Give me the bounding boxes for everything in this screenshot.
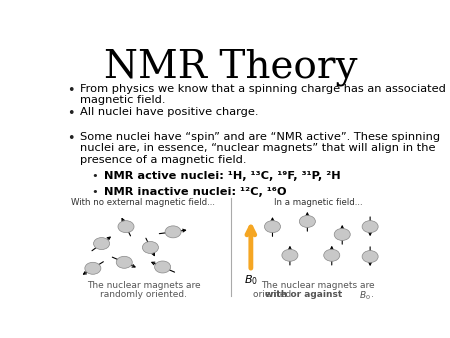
Circle shape bbox=[85, 262, 101, 274]
Text: $\mathit{B}_0$: $\mathit{B}_0$ bbox=[244, 273, 258, 287]
Text: Some nuclei have “spin” and are “NMR active”. These spinning
nuclei are, in esse: Some nuclei have “spin” and are “NMR act… bbox=[80, 132, 440, 165]
Circle shape bbox=[165, 226, 181, 238]
Text: •: • bbox=[67, 132, 74, 145]
Circle shape bbox=[94, 238, 110, 249]
Circle shape bbox=[155, 261, 171, 273]
Text: The nuclear magnets are: The nuclear magnets are bbox=[86, 281, 200, 290]
Circle shape bbox=[362, 221, 378, 233]
Circle shape bbox=[265, 221, 280, 233]
Circle shape bbox=[299, 215, 315, 227]
Circle shape bbox=[362, 250, 378, 263]
Text: NMR Theory: NMR Theory bbox=[104, 48, 357, 86]
Text: with or against: with or against bbox=[265, 290, 345, 299]
Text: oriented: oriented bbox=[253, 290, 294, 299]
Text: NMR inactive nuclei: ¹²C, ¹⁶O: NMR inactive nuclei: ¹²C, ¹⁶O bbox=[104, 187, 287, 197]
Circle shape bbox=[116, 256, 132, 268]
Text: •: • bbox=[91, 171, 98, 181]
Text: .: . bbox=[371, 290, 373, 299]
Circle shape bbox=[282, 249, 298, 261]
Text: •: • bbox=[67, 107, 74, 120]
Text: •: • bbox=[91, 187, 98, 197]
Text: In a magnetic field...: In a magnetic field... bbox=[274, 198, 362, 207]
Text: $\mathit{B}_0$: $\mathit{B}_0$ bbox=[359, 290, 370, 303]
Text: With no external magnetic field...: With no external magnetic field... bbox=[72, 198, 216, 207]
Text: The nuclear magnets are: The nuclear magnets are bbox=[261, 281, 374, 290]
Text: randomly oriented.: randomly oriented. bbox=[100, 290, 187, 299]
Text: •: • bbox=[67, 83, 74, 97]
Circle shape bbox=[324, 249, 340, 261]
Circle shape bbox=[118, 221, 134, 233]
Circle shape bbox=[142, 241, 158, 254]
Text: From physics we know that a spinning charge has an associated
magnetic field.: From physics we know that a spinning cha… bbox=[80, 83, 446, 105]
Circle shape bbox=[334, 228, 350, 240]
Text: All nuclei have positive charge.: All nuclei have positive charge. bbox=[80, 107, 258, 117]
Text: NMR active nuclei: ¹H, ¹³C, ¹⁹F, ³¹P, ²H: NMR active nuclei: ¹H, ¹³C, ¹⁹F, ³¹P, ²H bbox=[104, 171, 341, 181]
